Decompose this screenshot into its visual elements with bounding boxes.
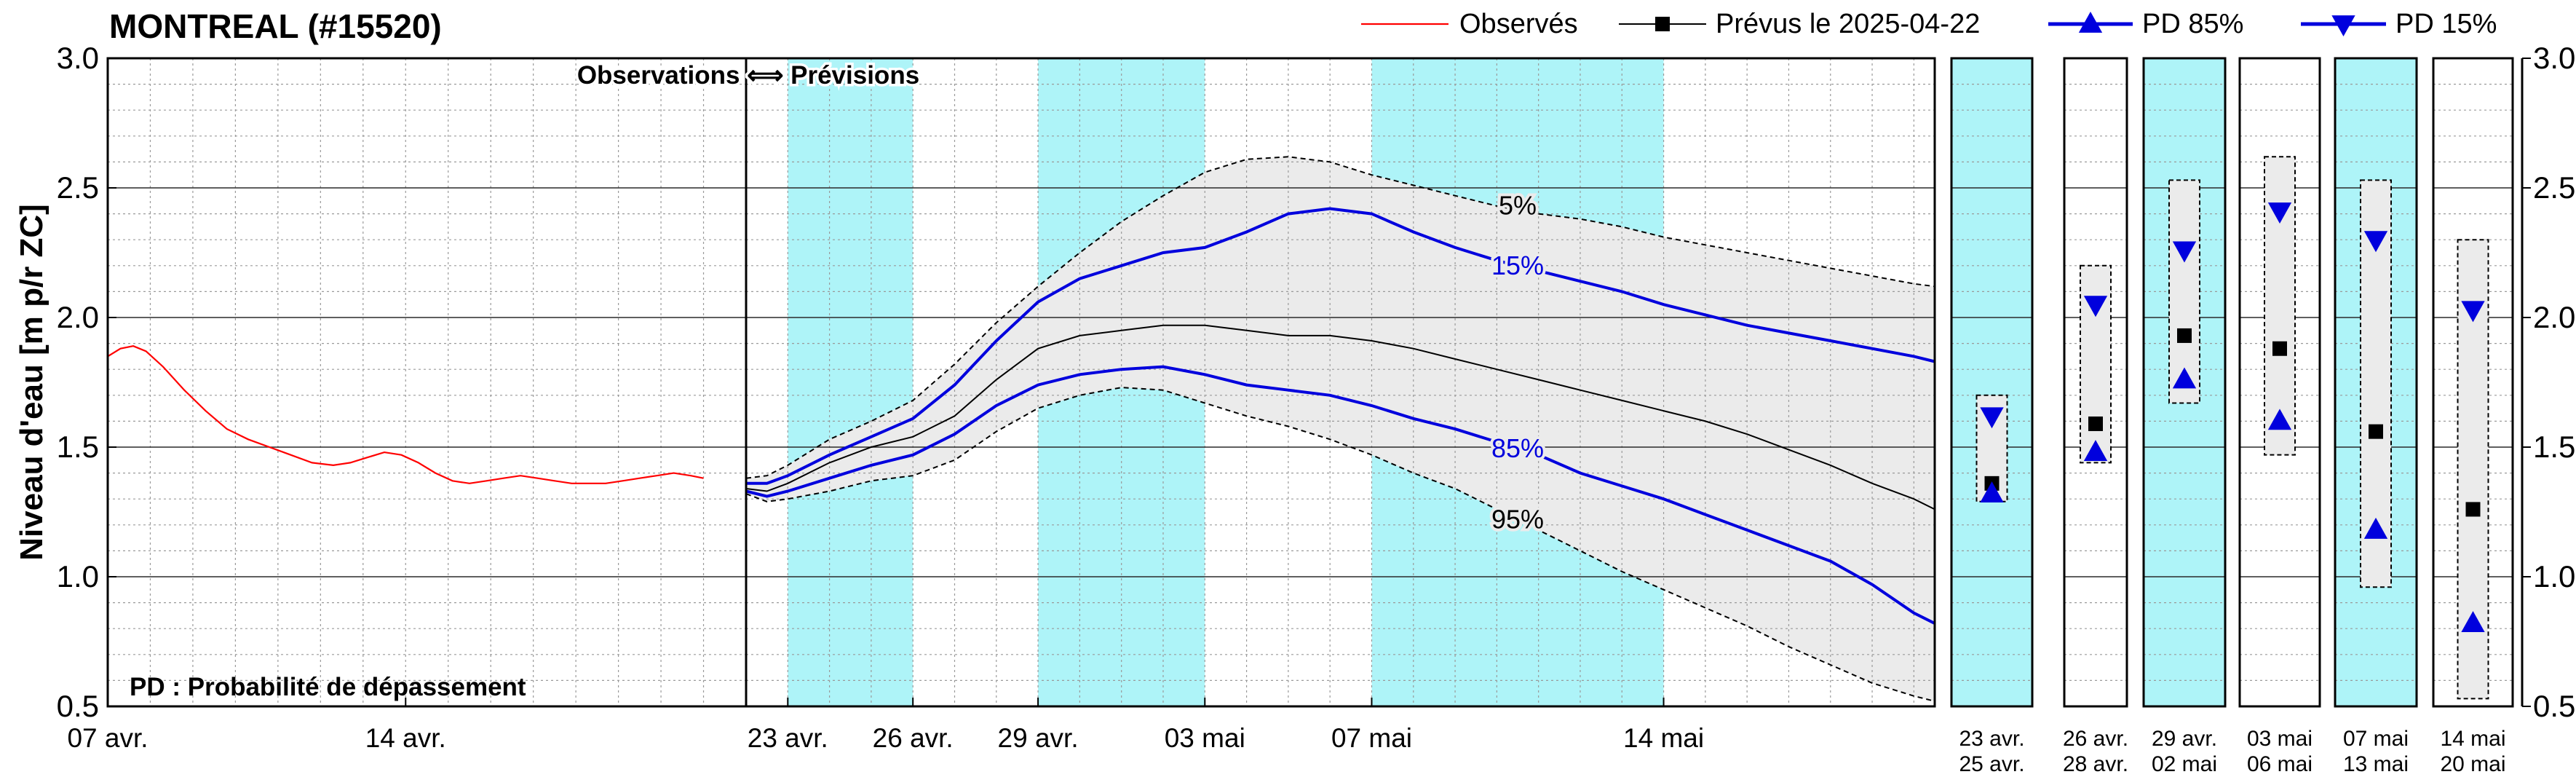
summary-label-end: 28 avr. [2063,752,2128,776]
summary-pd85-marker [2363,517,2388,539]
summary-panel-frame [2063,57,2128,708]
y-tick-label-right: 3.0 [2533,41,2575,75]
observed-line [107,345,704,484]
band-label-p15: 15% [1491,251,1544,280]
summary-label-end: 06 mai [2247,752,2313,776]
legend-square-marker [1655,17,1670,31]
summary-label-start: 29 avr. [2152,727,2217,751]
legend-triangle-down-marker [2331,15,2355,36]
pd85-line [745,365,1935,625]
summary-label-start: 23 avr. [1959,727,2024,751]
x-tick-label-forecast: 23 avr. [748,723,828,753]
summary-forecast-marker [2272,341,2287,356]
probability-band [746,157,1935,701]
summary-label-start: 03 mai [2247,727,2313,751]
band-label-p5: 5% [1499,190,1537,220]
summary-forecast-marker [2465,502,2481,517]
pd15-line [746,207,1935,485]
main-axes-frame [106,57,1936,708]
y-tick-label-left: 3.0 [57,41,99,75]
y-tick-label-right: 0.5 [2533,689,2575,723]
y-tick-label-right: 1.0 [2533,559,2575,593]
y-tick-label-right: 1.5 [2533,430,2575,464]
summary-panel-frame [2142,57,2227,708]
summary-forecast-marker [2088,416,2103,431]
band-label-p85: 85% [1491,433,1544,463]
x-tick-label-forecast: 07 mai [1331,723,1412,753]
summary-pd15-marker [1980,407,2004,429]
summary-pd15-marker [2172,241,2197,263]
summary-range-box [2080,264,2112,464]
legend-label-3: PD 15% [2395,9,2497,39]
summary-label-start: 14 mai [2440,727,2505,751]
y-axis-title: Niveau d'eau [m p/r ZC] [14,204,49,561]
legend-label-0: Observés [1459,9,1578,39]
x-tick-label-obs: 14 avr. [365,723,446,753]
p5-line [745,156,1935,479]
footnote: PD : Probabilité de dépassement [130,673,526,701]
summary-pd15-marker [2461,301,2485,323]
legend-label-1: Prévus le 2025-04-22 [1716,9,1980,39]
summary-pd85-marker [1980,481,2004,502]
summary-pd15-marker [2267,202,2292,224]
summary-panel-frame [2334,57,2418,708]
x-tick-label-obs: 07 avr. [67,723,148,753]
summary-panel-bg [1951,58,2032,706]
legend-triangle-up-marker [2078,12,2103,33]
summary-label-end: 13 mai [2343,752,2409,776]
x-tick-label-forecast: 14 mai [1623,723,1704,753]
legend-label-2: PD 85% [2142,9,2243,39]
y-tick-label-right: 2.0 [2533,300,2575,334]
x-tick-label-forecast: 26 avr. [873,723,954,753]
y-tick-label-left: 2.0 [57,300,99,334]
band-label-p95: 95% [1491,505,1544,535]
y-tick-label-right: 2.5 [2533,170,2575,205]
summary-label-end: 20 mai [2440,752,2505,776]
summary-label-end: 02 mai [2152,752,2217,776]
y-tick-label-left: 1.5 [57,430,99,464]
y-tick-label-left: 0.5 [57,689,99,723]
summary-range-box [2168,179,2200,404]
summary-forecast-marker [2369,424,2383,439]
summary-label-start: 26 avr. [2063,727,2128,751]
x-tick-label-forecast: 03 mai [1165,723,1245,753]
summary-pd85-marker [2172,367,2197,389]
p95-line [745,387,1935,702]
summary-panel-frame [2432,57,2514,708]
x-tick-label-forecast: 29 avr. [998,723,1079,753]
summary-pd85-marker [2083,440,2108,462]
summary-panel-frame [2238,57,2321,708]
chart-title: MONTREAL (#15520) [109,7,442,45]
summary-pd85-marker [2461,611,2485,632]
summary-pd15-marker [2083,296,2108,317]
y-tick-label-left: 1.0 [57,559,99,593]
summary-panel-frame [1950,57,2034,708]
summary-pd15-marker [2363,231,2388,253]
y-tick-label-left: 2.5 [57,170,99,205]
divider-label: Observations ⟺ Prévisions [577,61,919,90]
summary-forecast-marker [2177,328,2192,343]
forecast-line [745,324,1935,510]
summary-label-end: 25 avr. [1959,752,2024,776]
forecast-period-highlight [788,58,914,706]
summary-pd85-marker [2267,409,2292,430]
summary-label-start: 07 mai [2343,727,2409,751]
